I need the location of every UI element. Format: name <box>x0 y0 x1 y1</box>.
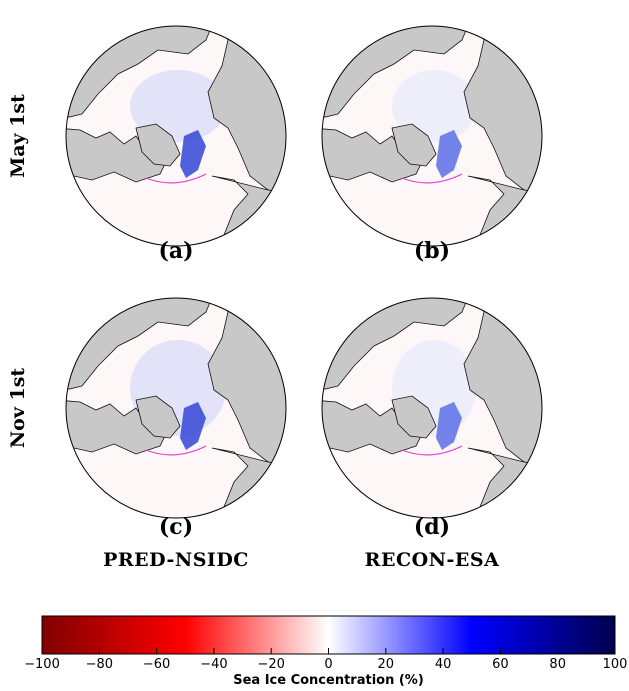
panel-label: (a) <box>158 238 193 264</box>
map-panel <box>65 25 287 247</box>
land <box>391 395 437 439</box>
colorbar-tick-label: 60 <box>492 657 509 672</box>
ice-anomaly <box>180 130 206 178</box>
ice-edge <box>145 173 207 184</box>
colorbar-tick-label: 0 <box>324 657 332 672</box>
colorbar-tick-label: −40 <box>200 657 227 672</box>
map-panel <box>65 297 287 519</box>
ice-anomaly <box>436 402 462 450</box>
colorbar-tick-label: −20 <box>257 657 284 672</box>
panel-label: (c) <box>159 514 193 540</box>
map-border <box>321 297 543 519</box>
land <box>135 123 181 167</box>
ice-edge <box>145 445 207 456</box>
colorbar-label: Sea Ice Concentration (%) <box>233 673 424 688</box>
ice-anomaly <box>392 70 476 142</box>
ice-anomaly <box>436 130 462 178</box>
colorbar-tick-label: −60 <box>143 657 170 672</box>
column-label: PRED-NSIDC <box>103 549 249 571</box>
land <box>391 123 437 167</box>
panel-label: (b) <box>414 238 450 264</box>
colorbar-tick-label: −100 <box>24 657 60 672</box>
ice-anomaly <box>180 402 206 450</box>
colorbar-tick-label: 20 <box>378 657 395 672</box>
colorbar-tick-label: −80 <box>86 657 113 672</box>
panel-label: (d) <box>414 514 450 540</box>
map-panel <box>321 297 543 519</box>
map-panel <box>321 25 543 247</box>
row-label: May 1st <box>7 94 29 178</box>
colorbar <box>41 615 616 655</box>
ice-edge <box>401 445 463 456</box>
map-border <box>65 297 287 519</box>
ice-edge <box>401 173 463 184</box>
colorbar-tick-label: 100 <box>603 657 628 672</box>
map-border <box>65 25 287 247</box>
column-label: RECON-ESA <box>365 549 500 571</box>
map-border <box>321 25 543 247</box>
colorbar-tick-label: 40 <box>435 657 452 672</box>
colorbar-tick-label: 80 <box>549 657 566 672</box>
row-label: Nov 1st <box>7 368 29 449</box>
land <box>135 395 181 439</box>
